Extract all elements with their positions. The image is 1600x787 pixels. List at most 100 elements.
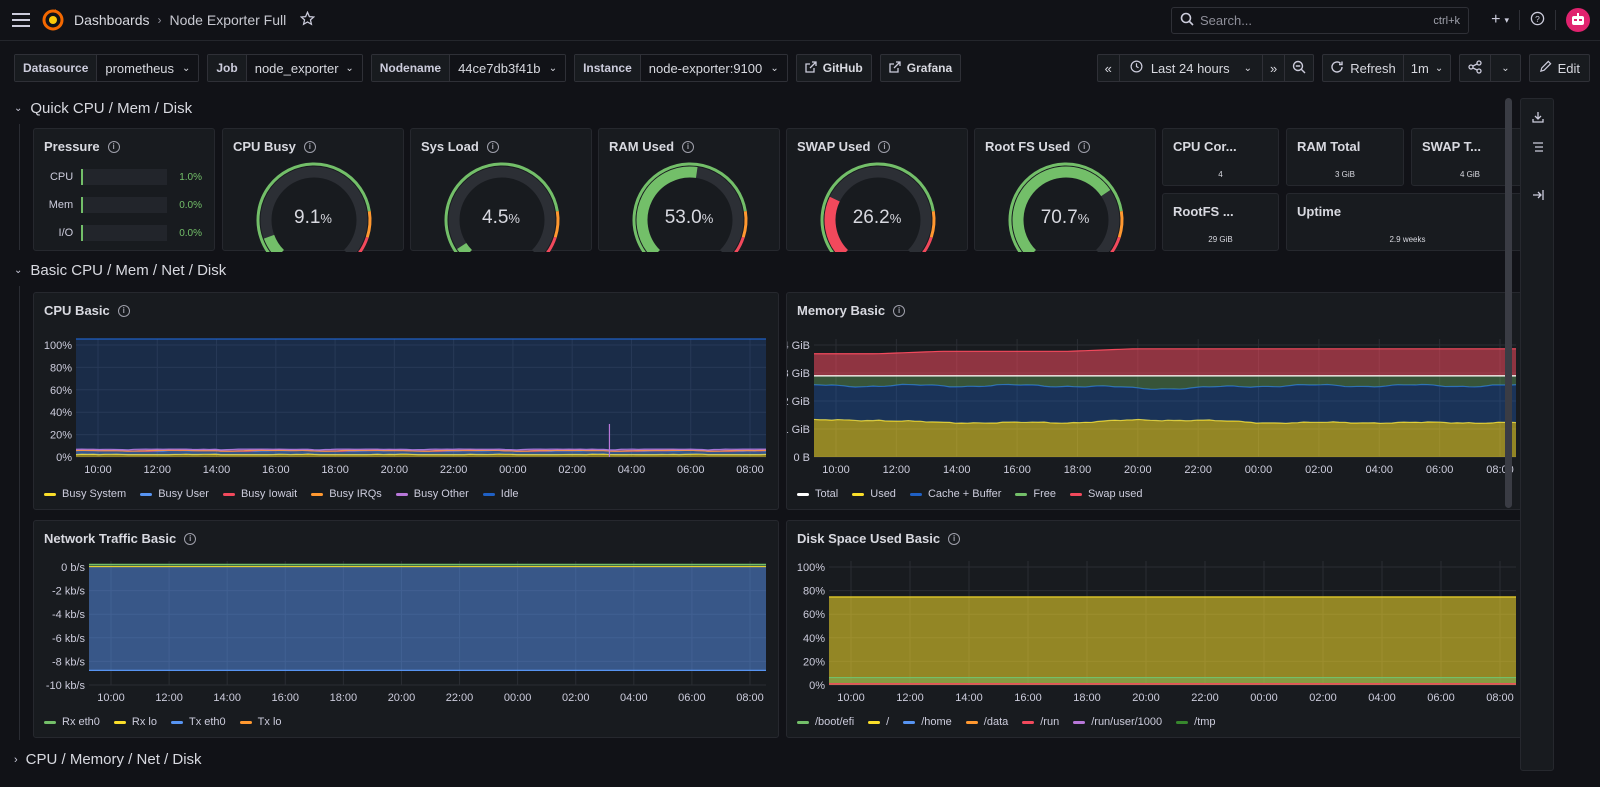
legend-item[interactable]: Rx eth0 bbox=[44, 716, 100, 728]
add-menu-button[interactable]: + ▾ bbox=[1491, 11, 1509, 29]
info-icon[interactable]: i bbox=[948, 532, 961, 545]
grafana-logo-icon[interactable] bbox=[42, 9, 64, 31]
info-icon[interactable]: i bbox=[117, 304, 130, 317]
legend-item[interactable]: /run/user/1000 bbox=[1073, 716, 1162, 728]
gauge-value-arc bbox=[457, 242, 473, 252]
edit-button[interactable]: Edit bbox=[1528, 54, 1590, 82]
gauge-value: 4.5% bbox=[411, 207, 591, 229]
variable-label: Job bbox=[208, 55, 247, 81]
star-icon[interactable] bbox=[299, 10, 316, 29]
legend-item[interactable]: Busy Iowait bbox=[222, 488, 297, 500]
breadcrumb-dashboards[interactable]: Dashboards bbox=[74, 12, 150, 28]
panel-title-text: CPU Basic bbox=[44, 303, 110, 318]
github-link-button[interactable]: GitHub bbox=[795, 54, 872, 82]
info-icon[interactable]: i bbox=[184, 532, 197, 545]
legend-item[interactable]: Tx lo bbox=[239, 716, 282, 728]
info-icon[interactable]: i bbox=[486, 140, 499, 153]
search-input[interactable] bbox=[1200, 13, 1428, 28]
legend-swatch bbox=[1073, 720, 1086, 724]
collapse-sidebar-icon[interactable] bbox=[1530, 187, 1546, 203]
time-range-picker[interactable]: Last 24 hours ⌄ bbox=[1120, 55, 1263, 81]
outline-icon[interactable] bbox=[1530, 139, 1546, 155]
info-icon[interactable]: i bbox=[1078, 140, 1091, 153]
legend-item[interactable]: /tmp bbox=[1176, 716, 1216, 728]
x-tick-label: 18:00 bbox=[1064, 464, 1092, 476]
divider bbox=[1519, 10, 1520, 30]
time-series-chart[interactable]: 4 GiB 3 GiB 2 GiB 1 GiB 0 B 10:00 12:00 14:00 16… bbox=[787, 293, 1530, 511]
legend-item[interactable]: Cache + Buffer bbox=[909, 488, 1001, 500]
legend-item[interactable]: Busy System bbox=[44, 488, 126, 500]
y-tick-label: -8 kb/s bbox=[52, 656, 86, 668]
panel-swap-used: SWAP Used i 26.2% bbox=[786, 128, 968, 252]
chevron-down-icon: ⌄ bbox=[345, 62, 354, 74]
chart-legend: Total Used Cache + Buffer Free Swap used bbox=[797, 488, 1142, 500]
variable-job[interactable]: Job node_exporter ⌄ bbox=[207, 54, 363, 82]
download-icon[interactable] bbox=[1530, 109, 1546, 125]
chart-legend: Rx eth0 Rx lo Tx eth0 Tx lo bbox=[44, 716, 282, 728]
avatar[interactable] bbox=[1566, 8, 1590, 32]
legend-item[interactable]: / bbox=[868, 716, 889, 728]
share-button[interactable] bbox=[1460, 55, 1492, 81]
time-shift-back-button[interactable]: « bbox=[1098, 55, 1120, 81]
gauge-track bbox=[260, 166, 368, 252]
time-series-chart[interactable]: 0 b/s -2 kb/s -4 kb/s -6 kb/s -8 kb/s -10 kb/… bbox=[34, 521, 780, 739]
gauge-unit: % bbox=[508, 211, 520, 226]
panel-title-text: Disk Space Used Basic bbox=[797, 531, 941, 546]
menu-icon[interactable] bbox=[10, 9, 32, 31]
legend-item[interactable]: Used bbox=[852, 488, 896, 500]
legend-item[interactable]: Busy User bbox=[140, 488, 209, 500]
y-tick-label: -10 kb/s bbox=[46, 680, 86, 692]
help-icon[interactable]: ? bbox=[1530, 11, 1545, 29]
zoom-out-button[interactable] bbox=[1285, 55, 1313, 81]
row-quick-cpu-mem-disk[interactable]: ⌄ Quick CPU / Mem / Disk bbox=[14, 100, 192, 117]
variable-datasource[interactable]: Datasource prometheus ⌄ bbox=[14, 54, 200, 82]
panel-title: SWAP T... bbox=[1422, 139, 1481, 154]
info-icon[interactable]: i bbox=[107, 140, 120, 153]
legend-item[interactable]: /run bbox=[1022, 716, 1059, 728]
refresh-interval-picker[interactable]: 1m ⌄ bbox=[1404, 55, 1450, 81]
legend-item[interactable]: Busy IRQs bbox=[311, 488, 382, 500]
search-box[interactable]: ctrl+k bbox=[1171, 7, 1469, 34]
row-basic-cpu-mem-net-disk[interactable]: ⌄ Basic CPU / Mem / Net / Disk bbox=[14, 262, 226, 279]
time-series-chart[interactable]: 100% 80% 60% 40% 20% 0% 10:00 12:00 14:00 16:00 18… bbox=[787, 521, 1530, 739]
legend-item[interactable]: /data bbox=[965, 716, 1008, 728]
x-tick-label: 18:00 bbox=[1073, 692, 1101, 704]
x-tick-label: 14:00 bbox=[943, 464, 971, 476]
legend-item[interactable]: Tx eth0 bbox=[170, 716, 226, 728]
legend-item[interactable]: Rx lo bbox=[113, 716, 157, 728]
legend-item[interactable]: /boot/efi bbox=[797, 716, 854, 728]
share-menu-button[interactable]: ⌄ bbox=[1491, 55, 1519, 81]
right-sidebar bbox=[1520, 98, 1554, 771]
legend-item[interactable]: Swap used bbox=[1070, 488, 1142, 500]
legend-item[interactable]: Idle bbox=[482, 488, 519, 500]
variable-instance[interactable]: Instance node-exporter:9100 ⌄ bbox=[574, 54, 788, 82]
legend-label: Busy User bbox=[158, 488, 209, 500]
legend-item[interactable]: Free bbox=[1015, 488, 1056, 500]
time-series-chart[interactable]: 100% 80% 60% 40% 20% 0% 10:00 12:00 14:00 16:00 18… bbox=[34, 293, 780, 511]
scrollbar[interactable] bbox=[1505, 98, 1512, 508]
legend-label: Free bbox=[1033, 488, 1057, 500]
grafana-link-button[interactable]: Grafana bbox=[879, 54, 962, 82]
x-tick-label: 16:00 bbox=[1003, 464, 1031, 476]
refresh-button[interactable]: Refresh bbox=[1323, 55, 1404, 81]
legend-item[interactable]: /home bbox=[903, 716, 952, 728]
variable-value: node_exporter bbox=[254, 60, 339, 76]
panel-rootfs-total: RootFS ... 29 GiB bbox=[1162, 193, 1279, 251]
x-tick-label: 00:00 bbox=[1245, 464, 1273, 476]
legend-swatch bbox=[395, 492, 408, 496]
info-icon[interactable]: i bbox=[682, 140, 695, 153]
info-icon[interactable]: i bbox=[893, 304, 906, 317]
legend-item[interactable]: Total bbox=[797, 488, 838, 500]
row-cpu-memory-net-disk[interactable]: › CPU / Memory / Net / Disk bbox=[14, 751, 202, 768]
info-icon[interactable]: i bbox=[878, 140, 891, 153]
gauge-value-arc bbox=[263, 234, 285, 252]
legend-item[interactable]: Busy Other bbox=[395, 488, 469, 500]
gauge-number: 53.0 bbox=[664, 207, 702, 228]
info-icon[interactable]: i bbox=[303, 140, 316, 153]
x-tick-label: 22:00 bbox=[446, 692, 474, 704]
legend-label: / bbox=[886, 716, 890, 728]
time-shift-forward-button[interactable]: » bbox=[1263, 55, 1286, 81]
grafana-link-label: Grafana bbox=[906, 61, 953, 75]
variable-nodename[interactable]: Nodename 44ce7db3f41b ⌄ bbox=[370, 54, 567, 82]
x-tick-label: 14:00 bbox=[203, 464, 231, 476]
